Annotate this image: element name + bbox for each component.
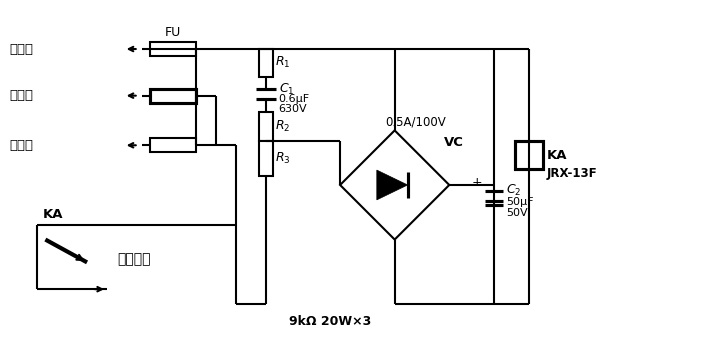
Text: +: + bbox=[472, 176, 482, 189]
Text: 低压总: 低压总 bbox=[10, 42, 34, 56]
Text: KA: KA bbox=[546, 149, 567, 162]
Text: $C_1$: $C_1$ bbox=[278, 82, 294, 97]
Polygon shape bbox=[376, 170, 407, 200]
Bar bbox=[259, 49, 273, 77]
Text: 50V: 50V bbox=[505, 208, 527, 218]
Text: $R_3$: $R_3$ bbox=[275, 151, 290, 166]
Text: 630V: 630V bbox=[278, 103, 307, 114]
Text: $R_1$: $R_1$ bbox=[275, 56, 290, 70]
Text: 50μF: 50μF bbox=[505, 197, 533, 207]
Text: $R_2$: $R_2$ bbox=[275, 119, 290, 134]
Text: FU: FU bbox=[164, 26, 180, 39]
Text: 去报警器: 去报警器 bbox=[117, 252, 150, 266]
Bar bbox=[149, 42, 196, 56]
Bar bbox=[259, 141, 273, 176]
Text: KA: KA bbox=[42, 208, 63, 221]
Text: 0.5A/100V: 0.5A/100V bbox=[385, 116, 446, 129]
Bar bbox=[149, 89, 196, 103]
Text: 出线端: 出线端 bbox=[10, 139, 34, 152]
Bar bbox=[149, 138, 196, 152]
Text: 0.6μF: 0.6μF bbox=[278, 94, 309, 104]
Text: 断路器: 断路器 bbox=[10, 89, 34, 102]
Bar bbox=[259, 111, 273, 141]
Text: $C_2$: $C_2$ bbox=[505, 183, 521, 199]
Text: VC: VC bbox=[444, 136, 464, 149]
Text: JRX-13F: JRX-13F bbox=[546, 167, 597, 180]
Polygon shape bbox=[340, 130, 449, 240]
Bar bbox=[515, 141, 543, 169]
Text: 9kΩ 20W×3: 9kΩ 20W×3 bbox=[289, 315, 372, 329]
